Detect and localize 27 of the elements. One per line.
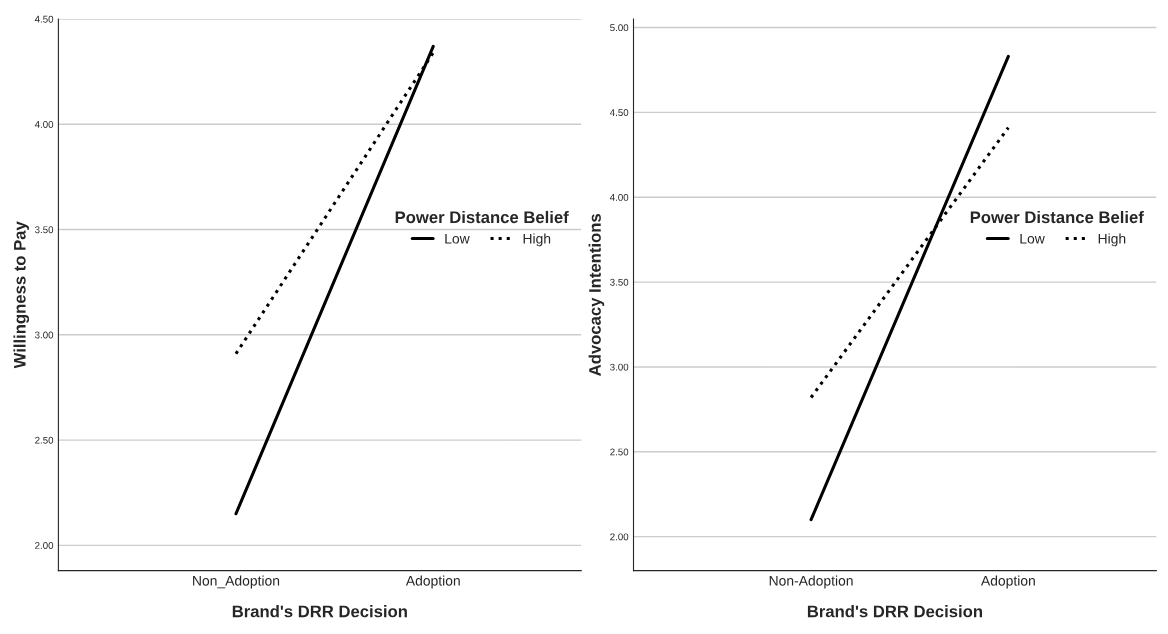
y-tick-label: 2.00 (610, 533, 629, 541)
legend-label: High (1098, 233, 1126, 247)
legend-label: Low (445, 233, 470, 244)
y-tick-label: 5.00 (610, 24, 629, 32)
legend-label: High (523, 233, 551, 247)
x-tick-label: Non_Adoption (193, 575, 280, 589)
y-tick-label: 4.50 (34, 15, 54, 23)
y-tick-label: 3.50 (610, 278, 629, 286)
y-axis-title: Advocacy Intentions (588, 213, 605, 376)
y-tick-label: 2.50 (35, 436, 54, 444)
legend-title: Power Distance Belief (970, 210, 1144, 224)
y-tick-label: 2.00 (35, 542, 54, 549)
y-axis-title: Willingness to Pay (13, 221, 30, 369)
legend-label: Low (1020, 233, 1045, 244)
y-tick-label: 3.00 (610, 363, 629, 371)
y-tick-label: 2.50 (610, 448, 629, 456)
y-tick-label: 3.00 (34, 331, 54, 339)
x-tick-label: Adoption (980, 575, 1035, 589)
x-axis-title: Brand's DRR Decision (807, 605, 982, 618)
y-tick-label: 4.00 (34, 121, 54, 128)
x-axis-title: Brand's DRR Decision (232, 605, 407, 618)
x-tick-label: Non-Adoption (769, 575, 853, 589)
y-tick-label: 4.50 (609, 109, 629, 116)
x-tick-label: Adoption (405, 575, 460, 589)
y-tick-label: 4.00 (609, 193, 629, 201)
y-tick-label: 3.50 (34, 226, 54, 234)
legend-title: Power Distance Belief (395, 210, 569, 224)
